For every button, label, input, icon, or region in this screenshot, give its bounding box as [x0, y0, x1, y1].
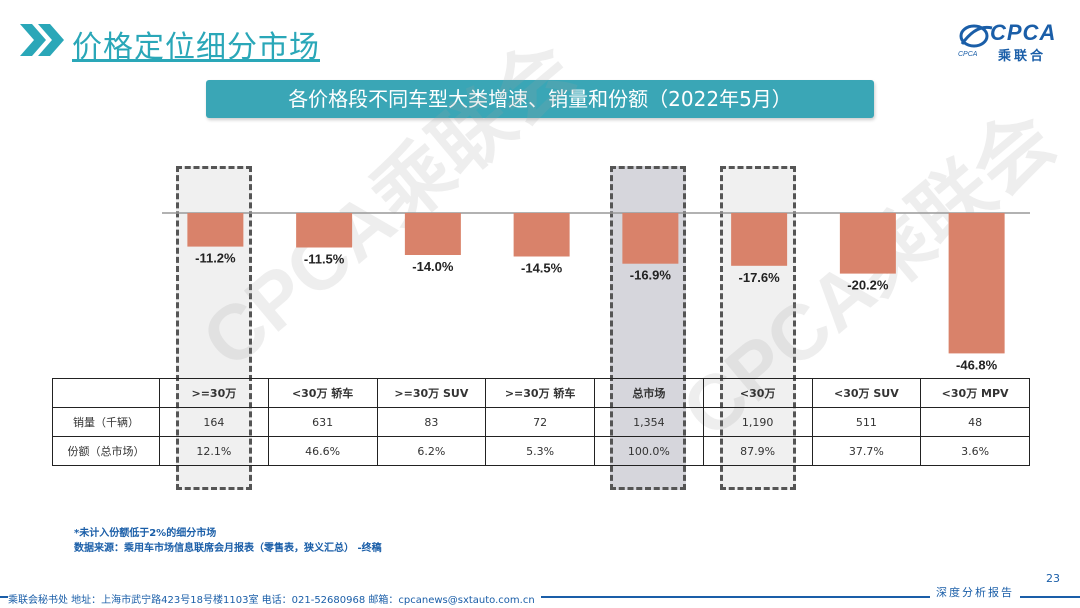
table-row-sales: 销量（千辆） 164 631 83 72 1,354 1,190 511 48	[52, 407, 1030, 437]
table-header-cell: 总市场	[594, 378, 704, 408]
table-cell: 12.1%	[159, 436, 269, 466]
data-label: -46.8%	[956, 357, 998, 372]
bar	[513, 213, 570, 257]
logo-small-text: CPCA	[958, 51, 978, 58]
table-header-row: >=30万 <30万 轿车 >=30万 SUV >=30万 轿车 总市场 <30…	[52, 378, 1030, 408]
table-cell: 83	[376, 407, 487, 437]
bar	[622, 213, 679, 264]
data-label: -20.2%	[847, 278, 889, 293]
table-cell: 164	[159, 407, 269, 437]
table-cell: 511	[811, 407, 922, 437]
table-header-cell: <30万 MPV	[920, 378, 1030, 408]
footer-contact: 乘联会秘书处 地址：上海市武宁路423号18号楼1103室 电话：021-526…	[8, 591, 541, 606]
table-header-cell: <30万	[702, 378, 813, 408]
footer-report-label: 深度分析报告	[930, 584, 1020, 600]
table-header-cell: >=30万	[159, 378, 269, 408]
footnote-exclusion: *未计入份额低于2%的细分市场	[74, 528, 217, 539]
table-corner-cell	[52, 378, 160, 408]
table-cell: 100.0%	[594, 436, 704, 466]
logo-subtext: 乘联合	[998, 49, 1047, 64]
data-label: -11.2%	[195, 251, 236, 266]
bar	[731, 213, 788, 266]
data-table: >=30万 <30万 轿车 >=30万 SUV >=30万 轿车 总市场 <30…	[52, 378, 1030, 466]
table-cell: 5.3%	[485, 436, 595, 466]
data-label: -14.5%	[521, 261, 563, 276]
table-cell: 48	[920, 407, 1030, 437]
table-cell: 72	[485, 407, 595, 437]
table-cell: 46.6%	[267, 436, 378, 466]
footnote-source: 数据来源：乘用车市场信息联席会月报表（零售表，狭义汇总） -终稿	[74, 543, 382, 554]
row-label-sales: 销量（千辆）	[52, 407, 160, 437]
page-title: 价格定位细分市场	[72, 30, 320, 65]
data-label: -14.0%	[412, 259, 454, 274]
bar	[839, 213, 896, 274]
table-cell: 631	[267, 407, 378, 437]
cpca-logo: CPCA 乘联合 CPCA	[958, 20, 1064, 64]
table-header-cell: >=30万 SUV	[376, 378, 487, 408]
bar	[187, 213, 244, 247]
page-number: 23	[1046, 572, 1060, 585]
title-chevron-icon	[20, 24, 64, 56]
table-cell: 1,190	[702, 407, 813, 437]
table-cell: 87.9%	[702, 436, 813, 466]
table-cell: 37.7%	[811, 436, 922, 466]
data-label: -16.9%	[630, 268, 672, 283]
row-label-share: 份额（总市场）	[52, 436, 160, 466]
logo-text: CPCA	[990, 20, 1057, 45]
table-header-cell: <30万 轿车	[267, 378, 378, 408]
bar	[948, 213, 1005, 354]
table-header-cell: >=30万 轿车	[485, 378, 595, 408]
footnotes: *未计入份额低于2%的细分市场 数据来源：乘用车市场信息联席会月报表（零售表，狭…	[74, 526, 382, 556]
table-row-share: 份额（总市场） 12.1% 46.6% 6.2% 5.3% 100.0% 87.…	[52, 436, 1030, 466]
table-header-cell: <30万 SUV	[811, 378, 922, 408]
table-cell: 1,354	[594, 407, 704, 437]
data-label: -11.5%	[304, 252, 345, 267]
table-cell: 6.2%	[376, 436, 487, 466]
chart-banner: 各价格段不同车型大类增速、销量和份额（2022年5月）	[206, 80, 874, 118]
table-cell: 3.6%	[920, 436, 1030, 466]
logo-swoosh-icon	[959, 24, 993, 48]
bar	[404, 213, 461, 255]
data-label: -17.6%	[739, 270, 781, 285]
bar	[296, 213, 353, 248]
